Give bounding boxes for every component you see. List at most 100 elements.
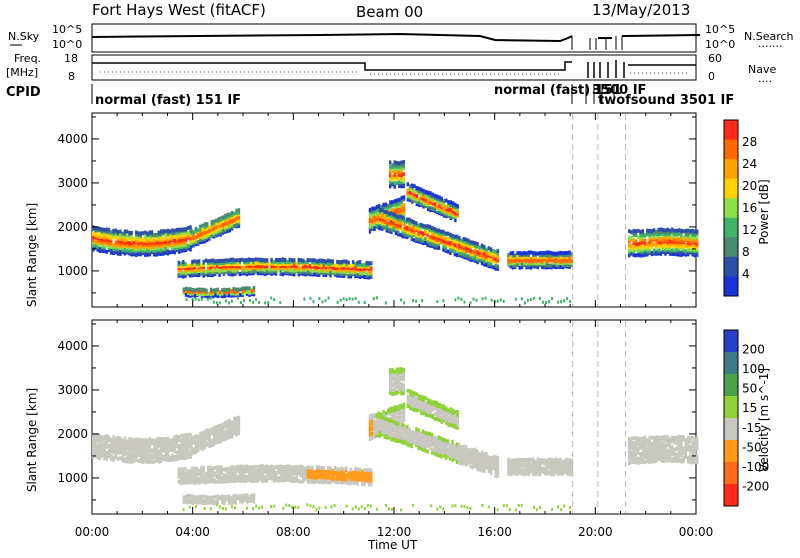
data-cell xyxy=(233,224,235,228)
data-cell xyxy=(112,229,114,233)
data-cell xyxy=(433,243,435,247)
data-cell xyxy=(451,440,453,444)
data-cell xyxy=(510,458,512,462)
data-cell xyxy=(106,234,108,238)
freq-panel-frame xyxy=(92,55,696,80)
data-cell xyxy=(207,466,209,470)
data-cell xyxy=(252,465,254,469)
data-cell xyxy=(137,442,139,446)
data-cell xyxy=(167,245,169,249)
data-cell xyxy=(196,268,198,272)
data-cell xyxy=(323,264,325,268)
data-cell xyxy=(151,237,153,241)
data-cell xyxy=(293,264,295,268)
data-cell xyxy=(680,229,682,233)
data-cell xyxy=(191,260,193,264)
data-cell xyxy=(103,440,105,444)
data-cell xyxy=(332,469,334,473)
data-cell xyxy=(238,423,240,427)
data-cell xyxy=(376,413,378,417)
data-cell xyxy=(119,230,121,234)
data-cell xyxy=(227,467,229,471)
data-cell xyxy=(416,194,418,198)
data-cell xyxy=(564,459,566,463)
data-cell xyxy=(391,182,393,186)
data-cell xyxy=(140,231,142,235)
data-cell xyxy=(189,433,191,437)
data-cell xyxy=(217,288,219,292)
data-cell xyxy=(279,465,281,469)
data-cell xyxy=(241,286,243,290)
data-cell xyxy=(115,241,117,245)
data-cell xyxy=(354,467,356,471)
data-cell xyxy=(108,228,110,232)
data-cell xyxy=(398,180,400,184)
data-cell xyxy=(153,439,155,443)
data-cell xyxy=(185,433,187,437)
data-cell xyxy=(438,436,440,440)
data-cell xyxy=(460,298,462,301)
data-cell xyxy=(176,434,178,438)
data-cell xyxy=(550,263,552,267)
data-cell xyxy=(198,298,200,301)
data-cell xyxy=(282,272,284,276)
data-cell xyxy=(334,466,336,470)
data-cell xyxy=(246,290,248,294)
data-cell xyxy=(343,263,345,267)
data-cell xyxy=(302,465,304,469)
data-cell xyxy=(164,456,166,460)
data-cell xyxy=(546,458,548,462)
data-cell xyxy=(205,472,207,476)
data-cell xyxy=(189,498,191,502)
data-cell xyxy=(406,425,408,429)
data-cell xyxy=(516,255,518,259)
power-panel xyxy=(92,113,698,307)
data-cell xyxy=(635,239,637,243)
data-cell xyxy=(664,252,666,256)
data-cell xyxy=(413,238,415,242)
data-cell xyxy=(394,413,396,417)
data-cell xyxy=(664,244,666,248)
data-cell xyxy=(108,435,110,439)
data-cell xyxy=(422,231,424,235)
data-cell xyxy=(642,245,644,249)
data-cell xyxy=(358,301,360,304)
data-cell xyxy=(318,269,320,273)
data-cell xyxy=(566,458,568,462)
data-cell xyxy=(160,437,162,441)
data-cell xyxy=(456,442,458,446)
data-cell xyxy=(420,188,422,192)
data-cell xyxy=(488,246,490,250)
data-cell xyxy=(167,249,169,253)
data-cell xyxy=(327,466,329,470)
data-cell xyxy=(371,432,373,436)
data-cell xyxy=(146,249,148,253)
data-cell xyxy=(503,300,505,303)
data-cell xyxy=(198,477,200,481)
data-cell xyxy=(378,204,380,208)
data-cell xyxy=(257,465,259,469)
data-cell xyxy=(255,261,257,265)
data-cell xyxy=(248,291,250,295)
data-cell xyxy=(196,495,198,499)
data-cell xyxy=(427,191,429,195)
data-cell xyxy=(183,434,185,438)
data-cell xyxy=(232,494,234,498)
data-cell xyxy=(222,229,224,233)
data-cell xyxy=(205,270,207,274)
freq-left-tick-high: 18 xyxy=(64,52,78,65)
data-cell xyxy=(273,465,275,469)
data-cell xyxy=(178,444,180,448)
data-cell xyxy=(189,287,191,291)
data-cell xyxy=(492,455,494,459)
data-cell xyxy=(635,253,637,257)
data-cell xyxy=(108,444,110,448)
data-cell xyxy=(682,229,684,233)
data-cell xyxy=(474,241,476,245)
data-cell xyxy=(180,467,182,471)
data-cell xyxy=(343,297,345,300)
data-cell xyxy=(192,234,194,238)
data-cell xyxy=(189,494,191,498)
data-cell xyxy=(146,253,148,257)
data-cell xyxy=(329,271,331,275)
